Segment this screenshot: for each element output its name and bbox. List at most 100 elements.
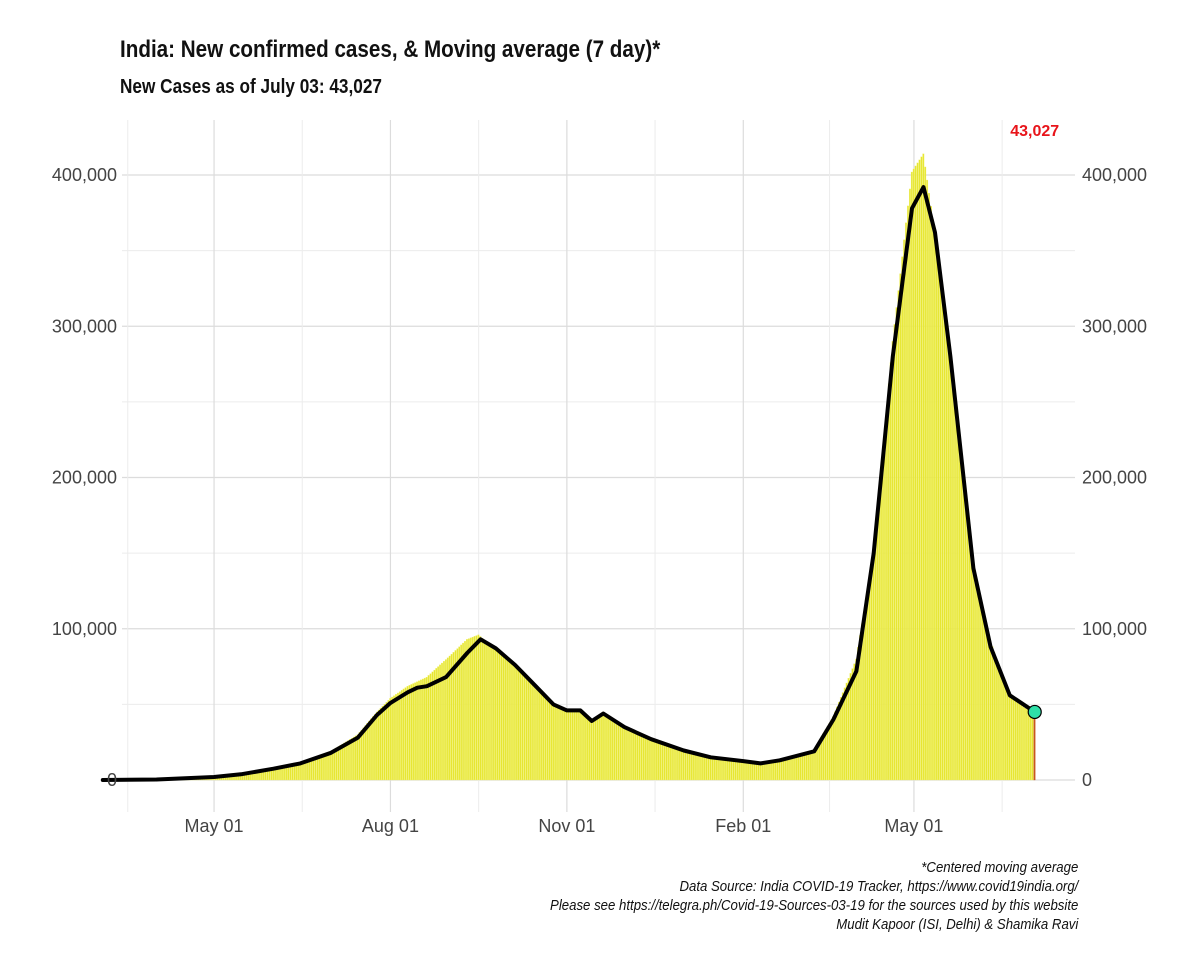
daily-bar <box>364 725 367 781</box>
daily-bar <box>397 692 399 781</box>
daily-bar <box>456 648 459 781</box>
daily-bar <box>487 643 489 781</box>
daily-bar <box>834 711 837 781</box>
daily-bar <box>749 762 752 781</box>
daily-bar <box>636 733 639 781</box>
daily-bar <box>828 722 831 781</box>
daily-bar <box>650 740 652 781</box>
daily-bar <box>437 666 440 781</box>
daily-bar <box>983 616 986 781</box>
daily-bar <box>1020 705 1023 781</box>
x-axis: May 01 Aug 01 Nov 01 Feb 01 May 01 <box>185 816 944 836</box>
daily-bar <box>427 675 430 781</box>
daily-bar <box>698 754 700 781</box>
daily-bar <box>621 725 624 781</box>
daily-bar <box>600 713 603 781</box>
last-point-dot <box>1027 704 1042 720</box>
daily-bar <box>375 711 378 781</box>
daily-bar <box>538 690 541 781</box>
caption-line: Data Source: India COVID-19 Tracker, htt… <box>679 878 1078 895</box>
daily-bar <box>408 685 411 781</box>
daily-bar <box>420 679 422 781</box>
daily-bar <box>759 763 762 781</box>
daily-bar <box>506 659 509 781</box>
daily-bar <box>343 742 346 781</box>
daily-bar <box>490 646 493 781</box>
daily-bar <box>903 239 906 781</box>
daily-bar <box>678 749 681 781</box>
daily-bar <box>550 702 553 781</box>
daily-bar <box>295 763 298 781</box>
daily-bar <box>786 758 789 781</box>
daily-bar <box>393 695 395 781</box>
daily-bar <box>385 702 388 781</box>
daily-bar <box>872 552 875 781</box>
daily-bar <box>1031 713 1034 781</box>
daily-bar <box>713 757 716 781</box>
daily-bar <box>303 761 305 781</box>
daily-bar <box>441 662 443 781</box>
daily-bar <box>790 757 792 781</box>
daily-bar <box>985 624 988 781</box>
daily-bar <box>525 677 528 781</box>
daily-bar <box>864 600 867 781</box>
daily-bar <box>930 206 932 781</box>
daily-bar <box>391 696 394 781</box>
moving-average-line <box>100 185 1037 782</box>
daily-bar <box>577 711 580 781</box>
daily-bar <box>976 584 978 781</box>
daily-bar <box>435 668 438 781</box>
daily-bar <box>370 718 372 781</box>
last-value-marker: 43,027 <box>1010 123 1059 720</box>
daily-bar <box>400 690 403 781</box>
daily-bar <box>742 761 744 781</box>
daily-bar <box>953 391 955 781</box>
daily-bar <box>326 752 328 781</box>
daily-bar <box>885 404 888 781</box>
daily-bar <box>690 752 693 781</box>
daily-bar <box>546 698 549 781</box>
daily-bar <box>707 756 710 781</box>
daily-bar <box>845 682 848 781</box>
daily-bar <box>809 750 812 781</box>
daily-bar <box>502 656 505 781</box>
daily-bar <box>897 290 900 781</box>
daily-bar <box>686 751 689 781</box>
daily-bar <box>939 278 942 781</box>
daily-bar <box>705 756 708 781</box>
daily-bar <box>416 681 419 781</box>
daily-bar <box>329 751 332 781</box>
y-tick-label: 300,000 <box>52 316 117 336</box>
daily-bar <box>839 697 842 781</box>
daily-bar <box>853 663 856 781</box>
daily-bar <box>433 669 436 781</box>
daily-bar <box>780 759 783 781</box>
daily-bar <box>617 722 620 781</box>
daily-bar <box>563 709 566 781</box>
daily-bar <box>993 651 996 781</box>
caption-line: Please see https://telegra.ph/Covid-19-S… <box>549 897 1078 914</box>
daily-bar <box>448 655 451 781</box>
y-tick-label: 100,000 <box>1082 619 1147 639</box>
daily-bar <box>615 721 618 781</box>
daily-bar <box>611 718 614 781</box>
daily-bar <box>584 717 587 781</box>
daily-bar <box>744 761 746 781</box>
daily-bar <box>966 515 969 781</box>
daily-bar <box>676 749 679 781</box>
daily-bar <box>669 746 672 781</box>
daily-bar <box>515 668 518 781</box>
daily-bar <box>609 717 612 781</box>
daily-bar <box>366 723 369 781</box>
daily-bar <box>540 692 543 781</box>
daily-bar <box>895 307 898 781</box>
daily-bar <box>937 263 940 781</box>
daily-bar <box>333 748 336 781</box>
daily-bar <box>719 758 721 781</box>
daily-bar <box>561 708 564 781</box>
daily-bar <box>517 670 520 781</box>
daily-bar <box>910 171 913 781</box>
daily-bar <box>870 564 873 781</box>
daily-bar <box>565 710 568 781</box>
daily-bar <box>306 760 309 781</box>
